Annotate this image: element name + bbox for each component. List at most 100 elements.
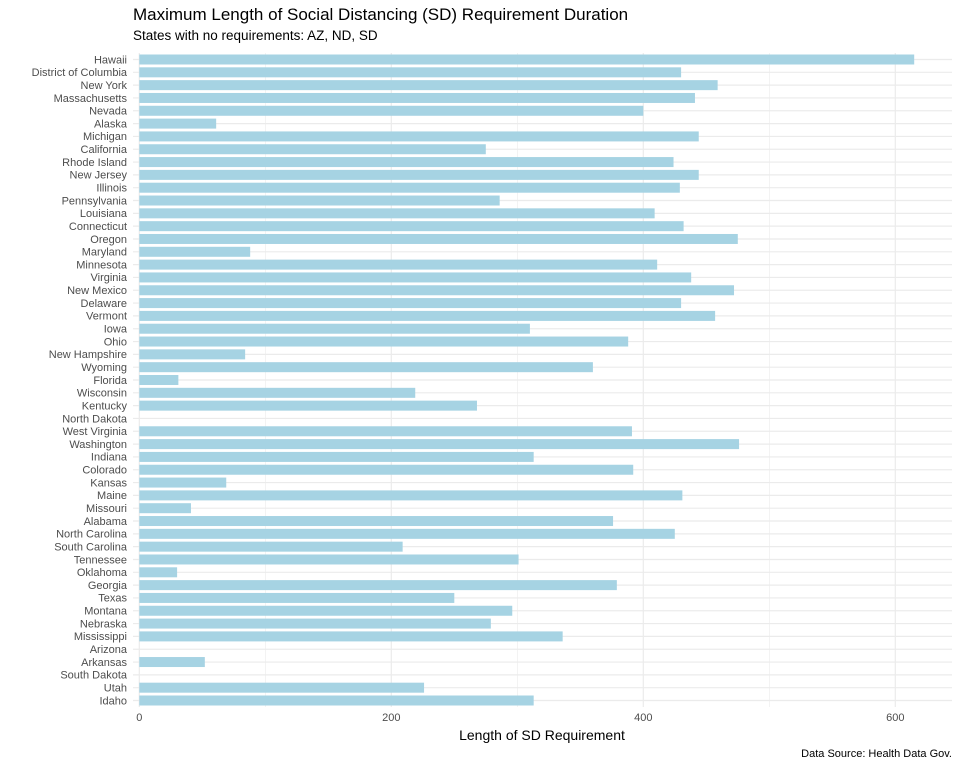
category-label: Massachusetts xyxy=(54,93,128,105)
category-label: Maine xyxy=(97,490,127,502)
category-label: Kentucky xyxy=(82,400,128,412)
category-label: Louisiana xyxy=(80,208,128,220)
bar xyxy=(139,349,246,360)
category-label: Rhode Island xyxy=(62,157,127,169)
category-label: Arizona xyxy=(90,644,128,656)
bar xyxy=(139,233,738,244)
category-label: Oklahoma xyxy=(77,567,128,579)
bar xyxy=(139,528,675,539)
category-label: Arkansas xyxy=(81,657,127,669)
x-tick-label: 600 xyxy=(886,712,904,724)
category-label: Tennessee xyxy=(74,554,127,566)
category-label: Utah xyxy=(104,682,127,694)
category-label: North Carolina xyxy=(56,529,128,541)
category-label: Alaska xyxy=(94,118,128,130)
bar xyxy=(139,451,534,462)
bar xyxy=(139,631,563,642)
category-label: Michigan xyxy=(83,131,127,143)
chart-caption: Data Source: Health Data Gov. xyxy=(801,748,952,760)
category-label: Pennsylvania xyxy=(62,195,128,207)
bar xyxy=(139,118,217,129)
bar xyxy=(139,323,530,334)
bar xyxy=(139,605,513,616)
x-tick-label: 200 xyxy=(382,712,400,724)
bar xyxy=(139,567,178,578)
category-label: Oregon xyxy=(90,234,127,246)
bar xyxy=(139,657,205,668)
category-label: Kansas xyxy=(90,477,127,489)
category-label: Wisconsin xyxy=(77,388,127,400)
category-label: Missouri xyxy=(86,503,127,515)
category-label: New Mexico xyxy=(67,285,127,297)
bar xyxy=(139,439,740,450)
bar xyxy=(139,246,251,257)
bar xyxy=(139,182,680,193)
category-label: New York xyxy=(81,80,128,92)
category-label: Mississippi xyxy=(74,631,127,643)
bar xyxy=(139,80,718,91)
category-label: Illinois xyxy=(96,183,127,195)
bar xyxy=(139,375,179,385)
bar xyxy=(139,618,491,629)
bar xyxy=(139,695,534,706)
bar xyxy=(139,221,684,232)
bar xyxy=(139,105,644,116)
category-label: California xyxy=(81,144,128,156)
category-label: Minnesota xyxy=(76,259,128,271)
bar xyxy=(139,272,692,283)
bar xyxy=(139,503,191,514)
bar xyxy=(139,259,658,270)
category-label: Wyoming xyxy=(81,362,127,374)
category-label: New Hampshire xyxy=(49,349,127,361)
bar xyxy=(139,387,416,398)
category-label: Delaware xyxy=(81,298,127,310)
category-label: District of Columbia xyxy=(32,67,128,79)
bar xyxy=(139,195,500,206)
bar xyxy=(139,580,617,591)
bar xyxy=(139,400,477,411)
bar xyxy=(139,464,634,475)
category-label: Washington xyxy=(69,439,127,451)
bar-layer xyxy=(139,54,915,706)
bar xyxy=(139,310,716,321)
category-label: West Virginia xyxy=(63,426,128,438)
category-label: New Jersey xyxy=(70,170,128,182)
bar xyxy=(139,208,655,219)
category-label: South Carolina xyxy=(54,541,128,553)
category-label: Virginia xyxy=(91,272,128,284)
x-tick-label: 0 xyxy=(136,712,142,724)
category-label: Iowa xyxy=(104,324,128,336)
bar xyxy=(139,144,486,155)
bar xyxy=(139,298,682,309)
category-label: Colorado xyxy=(82,465,127,477)
category-label: Nevada xyxy=(89,106,128,118)
category-label: Ohio xyxy=(104,336,127,348)
category-label: Georgia xyxy=(88,580,128,592)
chart-title: Maximum Length of Social Distancing (SD)… xyxy=(133,5,629,24)
bar xyxy=(139,592,455,603)
bar xyxy=(139,54,915,65)
category-label: Indiana xyxy=(91,452,128,464)
bar xyxy=(139,67,682,78)
category-label: Alabama xyxy=(84,516,128,528)
category-label: Vermont xyxy=(86,311,127,323)
bar xyxy=(139,362,593,373)
bar xyxy=(139,131,699,142)
category-label: South Dakota xyxy=(60,670,128,682)
bar xyxy=(139,516,614,527)
category-label: Montana xyxy=(84,606,128,618)
x-tick-labels: 0 200 400 600 xyxy=(136,712,904,724)
x-axis-title: Length of SD Requirement xyxy=(459,727,625,743)
bar xyxy=(139,490,683,501)
bar xyxy=(139,336,629,347)
category-label: Idaho xyxy=(99,695,127,707)
bar xyxy=(139,426,632,437)
bar xyxy=(139,541,403,552)
x-tick-label: 400 xyxy=(634,712,652,724)
category-label: Nebraska xyxy=(80,618,128,630)
chart-subtitle: States with no requirements: AZ, ND, SD xyxy=(133,28,378,43)
bar xyxy=(139,554,519,565)
category-label: Connecticut xyxy=(69,221,127,233)
